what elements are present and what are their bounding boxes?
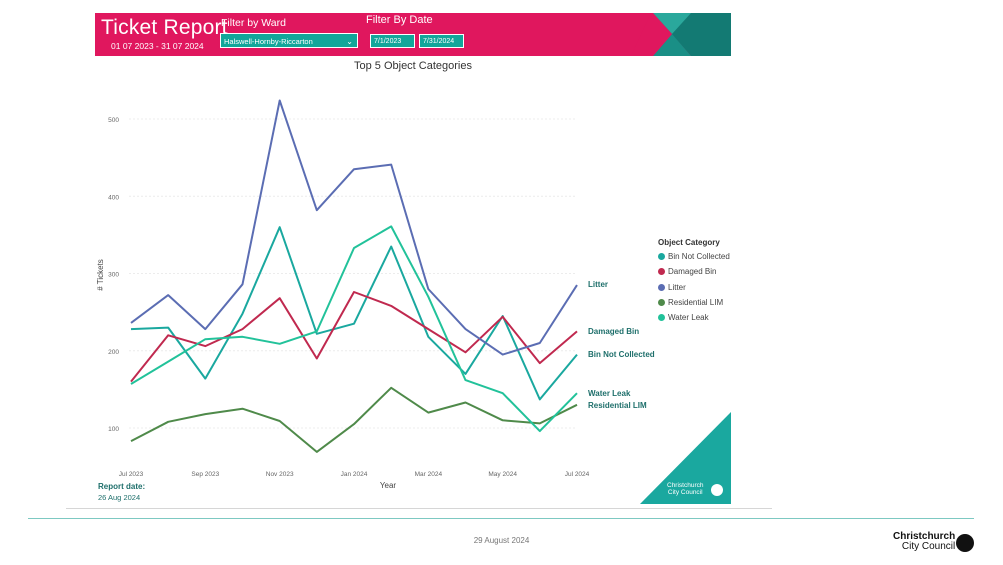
legend-item[interactable]: Damaged Bin (658, 267, 730, 282)
legend-item[interactable]: Water Leak (658, 313, 730, 328)
header-decoration (631, 13, 731, 56)
corner-logo-line1: Christchurch (667, 482, 704, 489)
date-end-input[interactable]: 7/31/2024 (419, 34, 464, 48)
series-end-label: Litter (588, 280, 608, 289)
legend-label: Litter (668, 282, 686, 292)
legend-title: Object Category (658, 238, 720, 247)
chart-title: Top 5 Object Categories (353, 60, 472, 72)
legend-item[interactable]: Bin Not Collected (658, 252, 730, 267)
footer-divider (28, 518, 974, 519)
series-end-label: Water Leak (588, 389, 631, 398)
footer-logo-line1: Christchurch (893, 531, 956, 542)
date-filter-label: Filter By Date (366, 14, 433, 26)
y-axis-label: # Tickets (96, 259, 105, 291)
y-tick-label: 400 (108, 194, 119, 201)
legend-item[interactable]: Litter (658, 283, 730, 298)
corner-logo-triangle (640, 412, 731, 504)
footer-logo-line2: City Council (901, 541, 956, 552)
ward-filter-value: Halswell-Hornby-Riccarton (224, 37, 313, 46)
legend-swatch (658, 253, 665, 260)
report-date-range: 01 07 2023 - 31 07 2024 (111, 41, 204, 51)
council-logo-icon (711, 484, 723, 496)
series-end-label: Residential LIM (588, 401, 647, 410)
chart-legend: Object Category Bin Not Collected Damaged… (658, 238, 730, 328)
legend-label: Water Leak (668, 313, 709, 323)
legend-swatch (658, 283, 665, 291)
x-tick-label: Jul 2024 (565, 471, 590, 478)
footer-logo-text: Christchurch City Council (893, 532, 955, 552)
chevron-down-icon: ⌄ (346, 37, 353, 46)
x-tick-label: Nov 2023 (266, 471, 294, 478)
series-end-label: Bin Not Collected (588, 350, 655, 359)
ward-filter-dropdown[interactable]: Halswell-Hornby-Riccarton ⌄ (220, 33, 358, 48)
ward-filter-label: Filter by Ward (221, 17, 286, 29)
legend-label: Damaged Bin (668, 267, 717, 277)
corner-logo-text: Christchurch City Council (667, 482, 703, 496)
corner-logo-line2: City Council (667, 489, 703, 496)
series-end-label: Damaged Bin (588, 327, 639, 336)
series-line-damaged-bin (130, 291, 578, 383)
y-tick-label: 200 (108, 349, 119, 356)
x-tick-label: Jul 2023 (119, 471, 144, 478)
series-line-residential-lim (130, 386, 578, 453)
report-date-label: Report date: (98, 482, 146, 491)
x-tick-label: Jan 2024 (341, 471, 368, 478)
legend-label: Residential LIM (668, 297, 724, 307)
legend-swatch (658, 268, 665, 276)
report-title: Ticket Report (101, 16, 228, 39)
x-tick-label: Sep 2023 (191, 471, 219, 478)
x-axis-label: Year (380, 481, 397, 490)
report-header: Ticket Report 01 07 2023 - 31 07 2024 Fi… (95, 13, 731, 56)
legend-label: Bin Not Collected (668, 252, 730, 261)
legend-swatch (658, 298, 665, 306)
series-line-water-leak (130, 225, 578, 433)
y-tick-label: 100 (108, 426, 119, 433)
council-logo-icon (956, 534, 974, 552)
series-line-bin-not-collected (130, 226, 578, 401)
footer-date: 29 August 2024 (473, 536, 530, 545)
legend-swatch (658, 314, 665, 322)
panel-divider (66, 508, 772, 509)
report-date-value: 26 Aug 2024 (98, 493, 141, 502)
y-tick-label: 300 (108, 272, 119, 279)
legend-item[interactable]: Residential LIM (658, 298, 730, 313)
date-start-input[interactable]: 7/1/2023 (370, 34, 415, 48)
x-tick-label: May 2024 (488, 471, 517, 478)
y-tick-label: 500 (108, 117, 119, 124)
x-tick-label: Mar 2024 (415, 471, 443, 478)
series-line-litter (130, 99, 578, 356)
